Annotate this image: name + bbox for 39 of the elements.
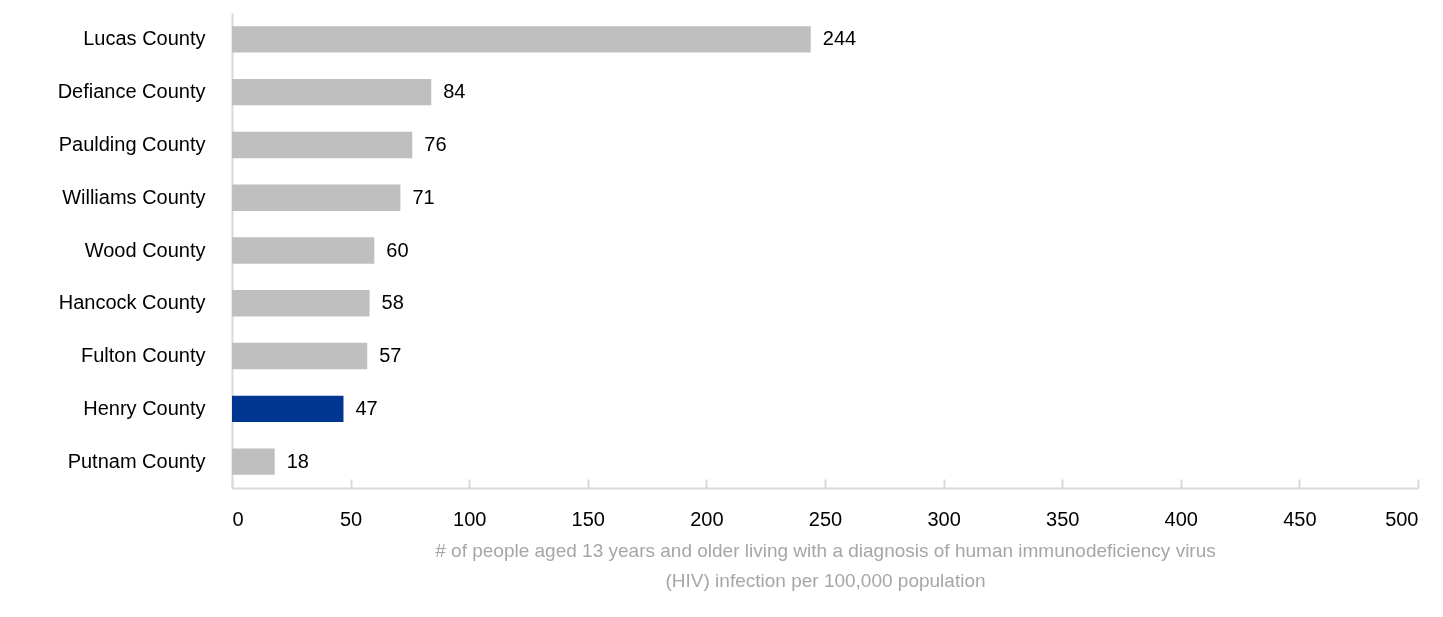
x-tick-label: 300	[927, 507, 961, 530]
data-label: 58	[381, 291, 404, 314]
data-label: 47	[355, 396, 378, 419]
bar	[232, 184, 401, 211]
data-label: 84	[443, 80, 466, 103]
y-tick-label: Hancock County	[58, 291, 206, 314]
y-tick-label: Henry County	[83, 396, 206, 419]
bar	[232, 131, 413, 159]
data-label: 76	[424, 132, 447, 155]
bar	[232, 290, 370, 317]
bar	[232, 448, 275, 475]
x-tick-label: 500	[1385, 507, 1419, 530]
y-tick-label: Williams County	[62, 185, 206, 208]
data-label: 60	[386, 238, 409, 261]
x-tick-label: 450	[1283, 507, 1317, 530]
y-tick-label: Fulton County	[80, 344, 206, 367]
bar	[232, 342, 368, 370]
x-tick-label: 350	[1046, 507, 1080, 530]
y-tick-label: Putnam County	[67, 449, 206, 472]
y-tick-label: Lucas County	[83, 27, 206, 50]
data-label: 57	[379, 344, 402, 367]
data-label: 18	[286, 449, 309, 472]
x-tick-label: 50	[339, 507, 363, 530]
bar	[232, 237, 375, 264]
bar	[232, 395, 344, 423]
data-label: 71	[412, 185, 435, 208]
x-tick-label: 200	[690, 507, 724, 530]
x-tick-label: 250	[808, 507, 843, 530]
x-tick-label: 400	[1164, 507, 1198, 530]
y-tick-label: Defiance County	[57, 80, 206, 103]
y-tick-label: Wood County	[84, 238, 206, 261]
x-axis-title: # of people aged 13 years and older living with a diagnosis of human immunodeficiency virus (HIV) infection per 100,000 population	[435, 539, 1216, 591]
data-label: 244	[822, 27, 857, 50]
x-tick-label: 150	[571, 507, 605, 530]
x-tick-label: 100	[453, 507, 487, 530]
bar	[232, 78, 432, 106]
x-tick-label: 0	[232, 507, 244, 530]
bar	[232, 26, 811, 53]
y-tick-label: Paulding County	[58, 132, 206, 155]
